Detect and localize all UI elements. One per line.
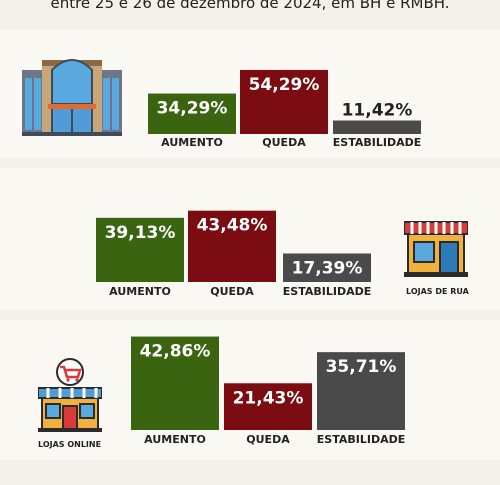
shopping-centers-bar-estabilidade — [333, 120, 421, 134]
lojas-online-category-label: ESTABILIDADE — [317, 433, 405, 446]
lojas-online-value-label: 21,43% — [233, 388, 304, 408]
lojas-online-bar-aumento — [131, 336, 219, 430]
lojas-online-bar-queda — [224, 383, 312, 430]
shopping-centers-category-label: ESTABILIDADE — [333, 136, 421, 149]
lojas-de-rua-bar-aumento — [96, 217, 184, 282]
lojas-de-rua-category-label: AUMENTO — [109, 285, 171, 298]
street-store-caption: LOJAS DE RUA — [406, 287, 469, 296]
online-store-cart-icon — [38, 358, 102, 432]
lojas-de-rua-bar-queda — [188, 210, 276, 282]
online-store-caption: LOJAS ONLINE — [38, 440, 102, 449]
lojas-online-value-label: 42,86% — [140, 342, 211, 362]
shopping-centers-value-label: 34,29% — [157, 99, 228, 119]
lojas-online-value-label: 35,71% — [326, 357, 397, 377]
lojas-de-rua-category-label: QUEDA — [210, 285, 254, 298]
lojas-de-rua-value-label: 17,39% — [292, 258, 363, 278]
shopping-centers-value-label: 11,42% — [342, 101, 413, 121]
lojas-de-rua-category-label: ESTABILIDADE — [283, 285, 371, 298]
shopping-centers-bar-aumento — [148, 93, 236, 134]
lojas-de-rua-bar-estabilidade — [283, 253, 371, 282]
lojas-online-bar-estabilidade — [317, 352, 405, 430]
subtitle: entre 25 e 26 de dezembro de 2024, em BH… — [50, 0, 450, 12]
lojas-de-rua-value-label: 43,48% — [197, 216, 268, 236]
lojas-online-category-label: AUMENTO — [144, 433, 206, 446]
shopping-centers-category-label: AUMENTO — [161, 136, 223, 149]
lojas-online-category-label: QUEDA — [246, 433, 290, 446]
shopping-centers-bar-queda — [240, 69, 328, 134]
lojas-de-rua-value-label: 39,13% — [105, 223, 176, 243]
shopping-centers-value-label: 54,29% — [249, 75, 320, 95]
street-store-icon — [404, 221, 468, 277]
shopping-centers-category-label: QUEDA — [262, 136, 306, 149]
shopping-center-building-icon — [22, 59, 122, 136]
